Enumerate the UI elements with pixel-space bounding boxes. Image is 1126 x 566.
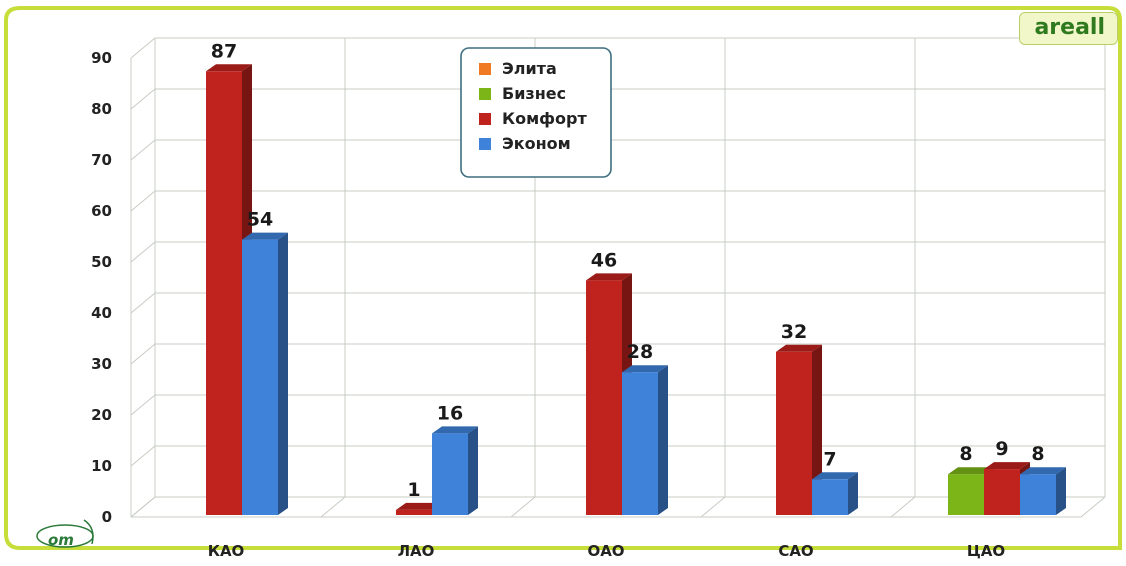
y-tick-label: 20	[91, 406, 112, 424]
floor-divider	[130, 496, 156, 518]
x-tick-label: САО	[778, 542, 813, 560]
bar-side	[812, 344, 822, 515]
data-label: 87	[211, 40, 237, 62]
bar-side	[468, 426, 478, 515]
legend-label: Эконом	[502, 134, 571, 153]
bar-side	[848, 472, 858, 515]
bar-Комфорт	[776, 351, 812, 515]
bar-Эконом	[622, 372, 658, 515]
data-label: 46	[591, 249, 617, 271]
gridline-side	[130, 241, 156, 263]
bar-Эконом	[812, 479, 848, 515]
bar-top	[586, 273, 632, 281]
bar-side	[1056, 467, 1066, 515]
bar-top	[622, 365, 668, 373]
legend-label: Элита	[502, 59, 557, 78]
data-label: 16	[437, 402, 463, 424]
floor-divider	[1080, 496, 1106, 518]
gridline-side	[130, 190, 156, 212]
bar-Комфорт	[586, 280, 622, 515]
bar-side	[658, 365, 668, 515]
floor-divider	[510, 496, 536, 518]
data-label: 7	[823, 448, 836, 470]
legend-swatch	[479, 88, 491, 100]
bar-top	[948, 467, 994, 475]
x-axis: КАО ЛАО ОАО САО ЦАО	[208, 542, 1005, 560]
y-tick-label: 40	[91, 304, 112, 322]
x-tick-label: ЦАО	[967, 542, 1005, 560]
y-tick-label: 10	[91, 457, 112, 475]
y-tick-label: 70	[91, 151, 112, 169]
gridline-side	[130, 445, 156, 467]
bar-top	[206, 64, 252, 72]
data-label: 9	[995, 438, 1008, 460]
data-label: 1	[407, 479, 420, 501]
gridline-side	[130, 394, 156, 416]
x-tick-label: КАО	[208, 542, 245, 560]
gridline-side	[130, 37, 156, 59]
y-tick-label: 0	[102, 508, 112, 526]
legend-swatch	[479, 63, 491, 75]
bar-top	[396, 502, 442, 510]
legend: Элита Бизнес Комфорт Эконом	[460, 47, 612, 178]
logo-text: om	[48, 531, 74, 549]
legend-swatch	[479, 113, 491, 125]
legend-label: Бизнес	[502, 84, 566, 103]
bar-Эконом	[432, 433, 468, 515]
gridline-side	[130, 139, 156, 161]
data-label: 28	[627, 341, 653, 363]
bar-side	[278, 232, 288, 515]
y-tick-label: 60	[91, 202, 112, 220]
y-tick-label: 50	[91, 253, 112, 271]
data-labels-layer: 87 54 1 16 46 28 32 7 8 9 8	[211, 40, 1045, 501]
bar-top	[432, 426, 478, 434]
floor-divider	[320, 496, 346, 518]
legend-swatch	[479, 138, 491, 150]
floor-divider	[890, 496, 916, 518]
om-logo: om	[36, 519, 94, 549]
bar-top	[242, 232, 288, 240]
bar-top	[812, 472, 858, 480]
bar-top	[1020, 467, 1066, 475]
data-label: 8	[1031, 443, 1044, 465]
gridline-side	[130, 88, 156, 110]
bars-layer	[206, 64, 1066, 516]
bar-Комфорт	[396, 509, 432, 515]
x-tick-label: ЛАО	[398, 542, 435, 560]
y-tick-label: 30	[91, 355, 112, 373]
data-label: 8	[959, 443, 972, 465]
bar-Эконом	[242, 239, 278, 515]
floor-divider	[700, 496, 726, 518]
bar-Эконом	[1020, 474, 1056, 515]
bar-Комфорт	[984, 469, 1020, 515]
bar-top	[776, 344, 822, 352]
gridline-side	[130, 343, 156, 365]
y-axis: 0 10 20 30 40 50 60 70 80 90	[91, 49, 112, 526]
bar-Бизнес	[948, 474, 984, 515]
x-tick-label: ОАО	[587, 542, 624, 560]
data-label: 32	[781, 321, 807, 343]
y-tick-label: 90	[91, 49, 112, 67]
brand-badge: areall	[1019, 12, 1118, 45]
y-tick-label: 80	[91, 100, 112, 118]
bar-Комфорт	[206, 71, 242, 516]
gridline-side	[130, 292, 156, 314]
bar-top	[984, 462, 1030, 470]
legend-label: Комфорт	[502, 109, 587, 128]
legend-box	[460, 47, 612, 178]
data-label: 54	[247, 209, 273, 231]
